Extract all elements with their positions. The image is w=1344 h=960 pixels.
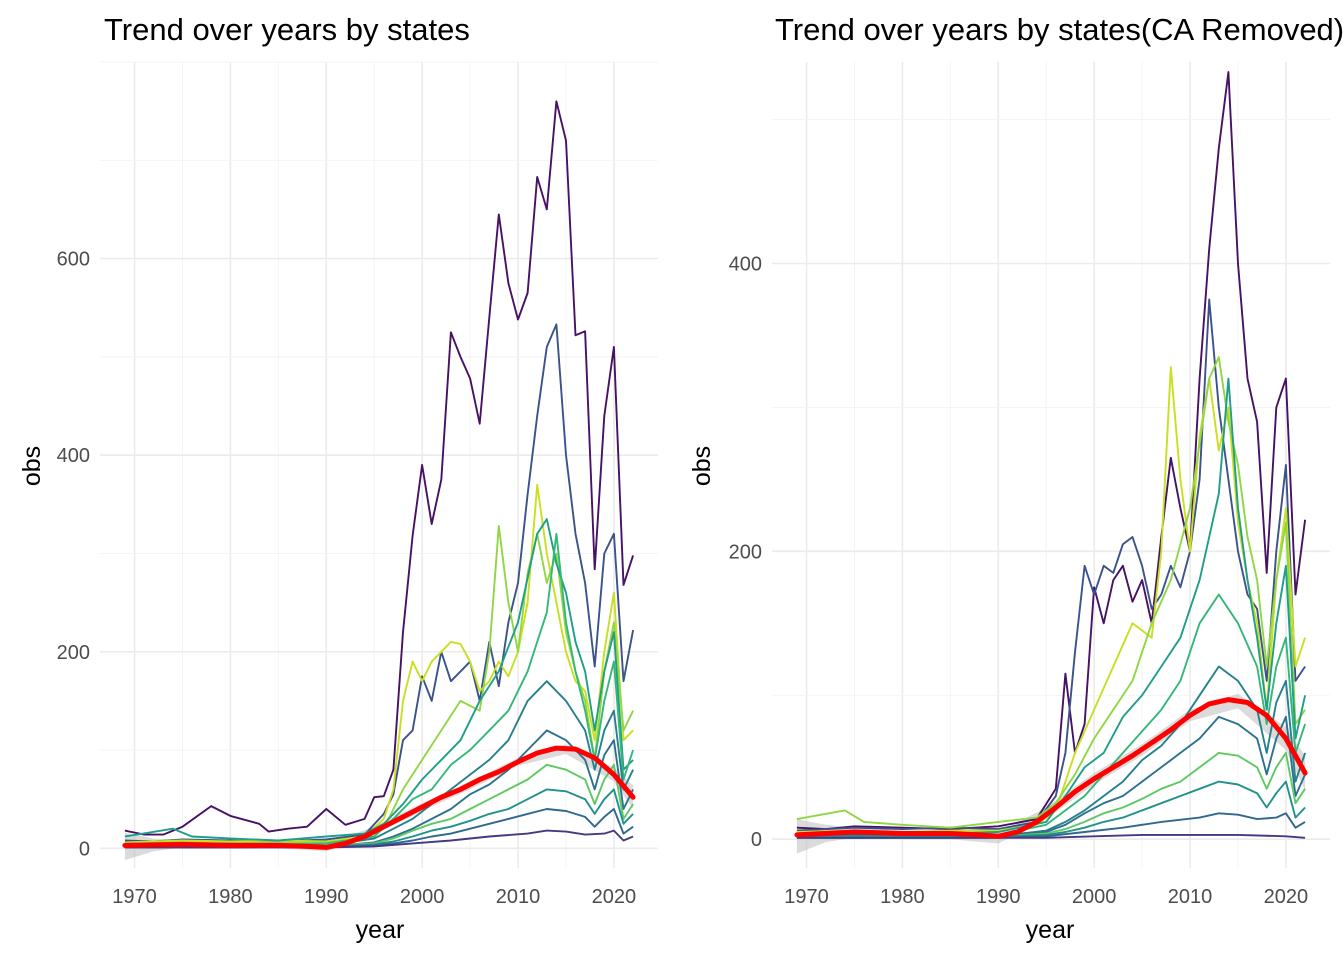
x-tick-label: 1990 [304,886,349,908]
state-series-line [796,751,1306,839]
x-tick-label: 2010 [1168,886,1213,908]
x-tick-label: 2010 [496,886,541,908]
y-tick-label: 0 [751,829,762,851]
x-tick-label: 2020 [592,886,637,908]
state-series-line [124,100,635,836]
state-series-line [796,71,1307,831]
left-tick-labels: 1970 1980 1990 2000 2010 2020 0 200 400 600 [57,249,637,908]
state-series-line [796,833,1306,839]
x-tick-label: 2020 [1264,886,1309,908]
state-series-line [124,763,634,847]
y-tick-label: 400 [729,254,762,276]
x-tick-label: 2000 [1072,886,1117,908]
left-grid [100,61,658,868]
right-grid [772,62,1330,868]
right-x-axis-title: year [1026,916,1075,944]
left-chart-title: Trend over years by states [104,12,470,47]
right-tick-labels: 1970 1980 1990 2000 2010 2020 0 200 400 [729,254,1309,909]
left-series-lines [124,100,635,849]
y-tick-label: 600 [57,249,90,271]
x-tick-label: 2000 [400,886,445,908]
left-panel: Trend over years by states year obs 1970… [18,12,658,944]
state-series-line [124,829,634,849]
state-series-line [124,518,634,842]
state-series-line [124,323,635,843]
left-x-axis-title: year [356,916,405,944]
state-series-line [796,812,1306,839]
state-series-line [796,377,1307,835]
right-y-axis-title: obs [688,446,716,486]
state-series-line [124,532,635,846]
state-series-line [796,356,1306,829]
y-tick-label: 200 [729,541,762,563]
left-smooth-line [122,745,636,850]
state-series-line [796,715,1306,836]
state-series-line [796,780,1306,838]
y-tick-label: 0 [79,838,90,860]
right-panel: Trend over years by states(CA Removed) y… [688,12,1344,944]
x-tick-label: 1970 [112,886,157,908]
state-series-line [124,729,634,848]
left-y-axis-title: obs [18,446,46,486]
x-tick-label: 1990 [976,886,1021,908]
state-series-line [124,808,634,848]
right-smooth-line [794,697,1308,839]
state-series-line [796,665,1307,838]
x-tick-label: 1970 [784,886,829,908]
y-tick-label: 400 [57,445,90,467]
right-series-lines [796,71,1307,839]
x-tick-label: 1980 [880,886,925,908]
state-series-line [124,788,634,849]
smooth-trend-line [794,697,1308,839]
x-tick-label: 1980 [208,886,253,908]
right-chart-title: Trend over years by states(CA Removed) [775,12,1344,47]
smooth-trend-line [122,745,636,850]
y-tick-label: 200 [57,642,90,664]
